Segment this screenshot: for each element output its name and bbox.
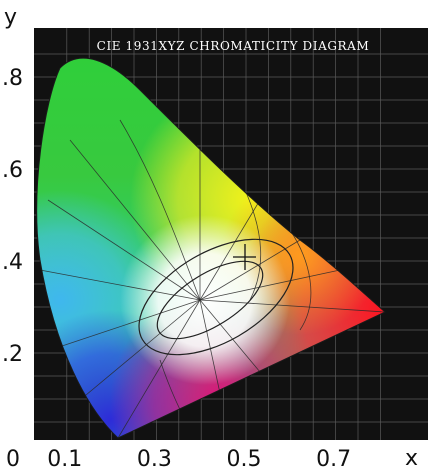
region-boundary-line xyxy=(79,299,201,401)
x-tick-label: 0.5 xyxy=(227,447,262,471)
region-boundary-line xyxy=(199,239,301,301)
color-region-boundaries xyxy=(39,119,386,439)
x-tick-label: 0.3 xyxy=(137,447,172,471)
region-boundary-line xyxy=(39,269,201,301)
inner-ellipse xyxy=(156,260,264,340)
spectral-locus-outline xyxy=(36,57,386,439)
region-boundary-line xyxy=(199,299,386,313)
y-tick-label: .2 xyxy=(2,342,23,367)
region-boundary-line xyxy=(199,199,261,301)
y-tick-label: .4 xyxy=(2,250,23,275)
outer-ellipse xyxy=(138,238,294,356)
x-tick-label: 0.1 xyxy=(47,447,82,471)
region-boundary-line xyxy=(117,299,201,439)
y-axis-ticks: .8 .6 .4 .2 xyxy=(2,66,23,367)
x-tick-label: 0 xyxy=(6,447,20,471)
region-boundary-line xyxy=(244,189,262,301)
x-tick-label: 0.7 xyxy=(316,447,351,471)
crosshair-marker xyxy=(233,244,256,270)
x-axis-ticks: 0 0.1 0.3 0.5 0.7 xyxy=(6,447,351,471)
region-boundary-line xyxy=(47,199,201,301)
region-boundary-line xyxy=(49,299,201,351)
region-boundary-line xyxy=(69,139,201,301)
y-axis-label: y xyxy=(4,5,17,30)
region-boundary-line xyxy=(119,119,201,301)
x-axis-label: x xyxy=(405,446,418,471)
region-boundary-line xyxy=(289,229,312,331)
diagram-title: CIE 1931XYZ CHROMATICITY DIAGRAM xyxy=(97,39,370,53)
y-tick-label: .6 xyxy=(2,158,23,183)
region-boundary-line xyxy=(199,269,341,301)
y-tick-label: .8 xyxy=(2,66,23,91)
